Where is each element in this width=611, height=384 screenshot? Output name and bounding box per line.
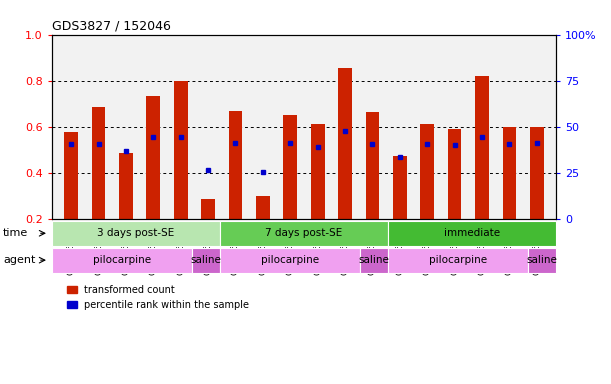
Bar (448, 129, 461, 219)
Text: agent: agent (3, 255, 35, 265)
Text: pilocarpine: pilocarpine (93, 255, 151, 265)
Bar (475, 76, 489, 219)
Bar (365, 112, 379, 219)
Text: 3 days post-SE: 3 days post-SE (97, 228, 175, 238)
Bar (201, 199, 215, 219)
Bar (119, 153, 133, 219)
Text: saline: saline (359, 255, 389, 265)
Bar (147, 96, 160, 219)
Bar (503, 127, 516, 219)
Text: pilocarpine: pilocarpine (261, 255, 319, 265)
Bar (174, 81, 188, 219)
Text: saline: saline (527, 255, 557, 265)
Text: saline: saline (191, 255, 221, 265)
Bar (393, 156, 407, 219)
Text: pilocarpine: pilocarpine (429, 255, 487, 265)
Bar (420, 124, 434, 219)
Bar (64, 132, 78, 219)
Text: immediate: immediate (444, 228, 500, 238)
Bar (284, 115, 297, 219)
Text: GDS3827 / 152046: GDS3827 / 152046 (52, 19, 171, 32)
Bar (229, 111, 243, 219)
Bar (311, 124, 324, 219)
Bar (92, 107, 105, 219)
Legend: transformed count, percentile rank within the sample: transformed count, percentile rank withi… (63, 281, 253, 314)
Text: 7 days post-SE: 7 days post-SE (265, 228, 343, 238)
Bar (256, 196, 269, 219)
Text: time: time (3, 228, 28, 238)
Bar (338, 68, 352, 219)
Bar (530, 127, 544, 219)
